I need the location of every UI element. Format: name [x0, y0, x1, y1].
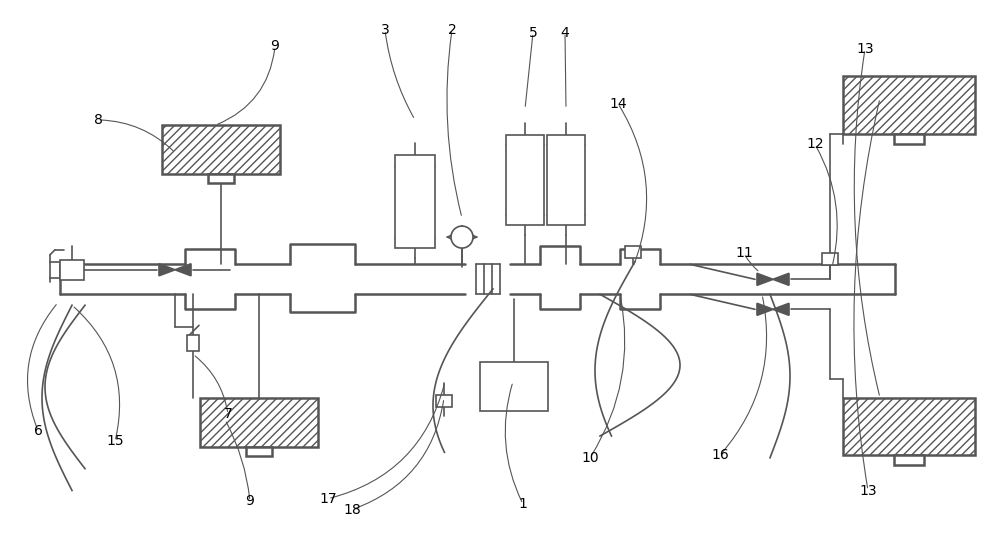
Bar	[436, 395, 452, 407]
Text: 9: 9	[246, 494, 254, 508]
Bar	[822, 253, 838, 265]
Bar	[60, 260, 84, 280]
Text: 8: 8	[94, 113, 102, 127]
Text: 1: 1	[519, 497, 527, 511]
Bar	[162, 125, 280, 174]
Text: 9: 9	[271, 39, 279, 53]
Polygon shape	[159, 264, 175, 276]
Bar	[894, 455, 924, 465]
Bar	[894, 134, 924, 144]
Text: 4: 4	[561, 26, 569, 40]
Polygon shape	[773, 274, 789, 286]
Text: 12: 12	[806, 137, 824, 152]
Text: 2: 2	[448, 23, 456, 37]
Bar	[200, 398, 318, 447]
Text: 17: 17	[319, 492, 337, 506]
Text: 10: 10	[581, 451, 599, 465]
Text: 13: 13	[856, 42, 874, 56]
Text: 18: 18	[343, 502, 361, 517]
Bar	[246, 447, 272, 456]
Text: 16: 16	[711, 448, 729, 462]
Bar	[506, 135, 544, 225]
Text: 5: 5	[529, 26, 537, 40]
Bar	[547, 135, 585, 225]
Polygon shape	[757, 274, 773, 286]
Bar	[843, 398, 975, 455]
Bar	[395, 155, 435, 248]
Bar	[625, 246, 641, 258]
Text: 15: 15	[106, 434, 124, 449]
Bar	[480, 362, 548, 411]
Text: 13: 13	[859, 483, 877, 498]
Polygon shape	[175, 264, 191, 276]
Text: 6: 6	[34, 423, 42, 438]
Text: 3: 3	[381, 23, 389, 37]
Bar	[843, 76, 975, 134]
Text: 11: 11	[735, 246, 753, 261]
Text: 7: 7	[224, 407, 232, 421]
Polygon shape	[757, 304, 773, 316]
Text: 14: 14	[609, 96, 627, 111]
Bar	[208, 174, 234, 183]
Bar	[187, 335, 199, 352]
Polygon shape	[773, 304, 789, 316]
Circle shape	[451, 226, 473, 248]
